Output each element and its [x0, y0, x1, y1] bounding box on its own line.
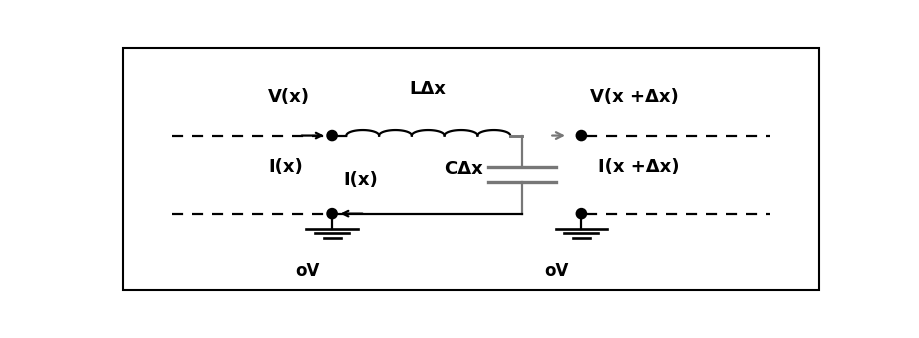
- Ellipse shape: [327, 209, 337, 218]
- Text: CΔx: CΔx: [445, 161, 483, 178]
- Text: I(x): I(x): [343, 171, 378, 189]
- Text: I(x): I(x): [268, 158, 303, 176]
- Text: LΔx: LΔx: [410, 80, 447, 98]
- Ellipse shape: [576, 209, 586, 218]
- Ellipse shape: [327, 131, 337, 140]
- Text: oV: oV: [295, 262, 320, 280]
- Text: V(x): V(x): [268, 88, 311, 105]
- Text: I(x +Δx): I(x +Δx): [597, 158, 679, 176]
- Text: oV: oV: [544, 262, 569, 280]
- Text: V(x +Δx): V(x +Δx): [590, 88, 679, 105]
- Ellipse shape: [576, 131, 586, 140]
